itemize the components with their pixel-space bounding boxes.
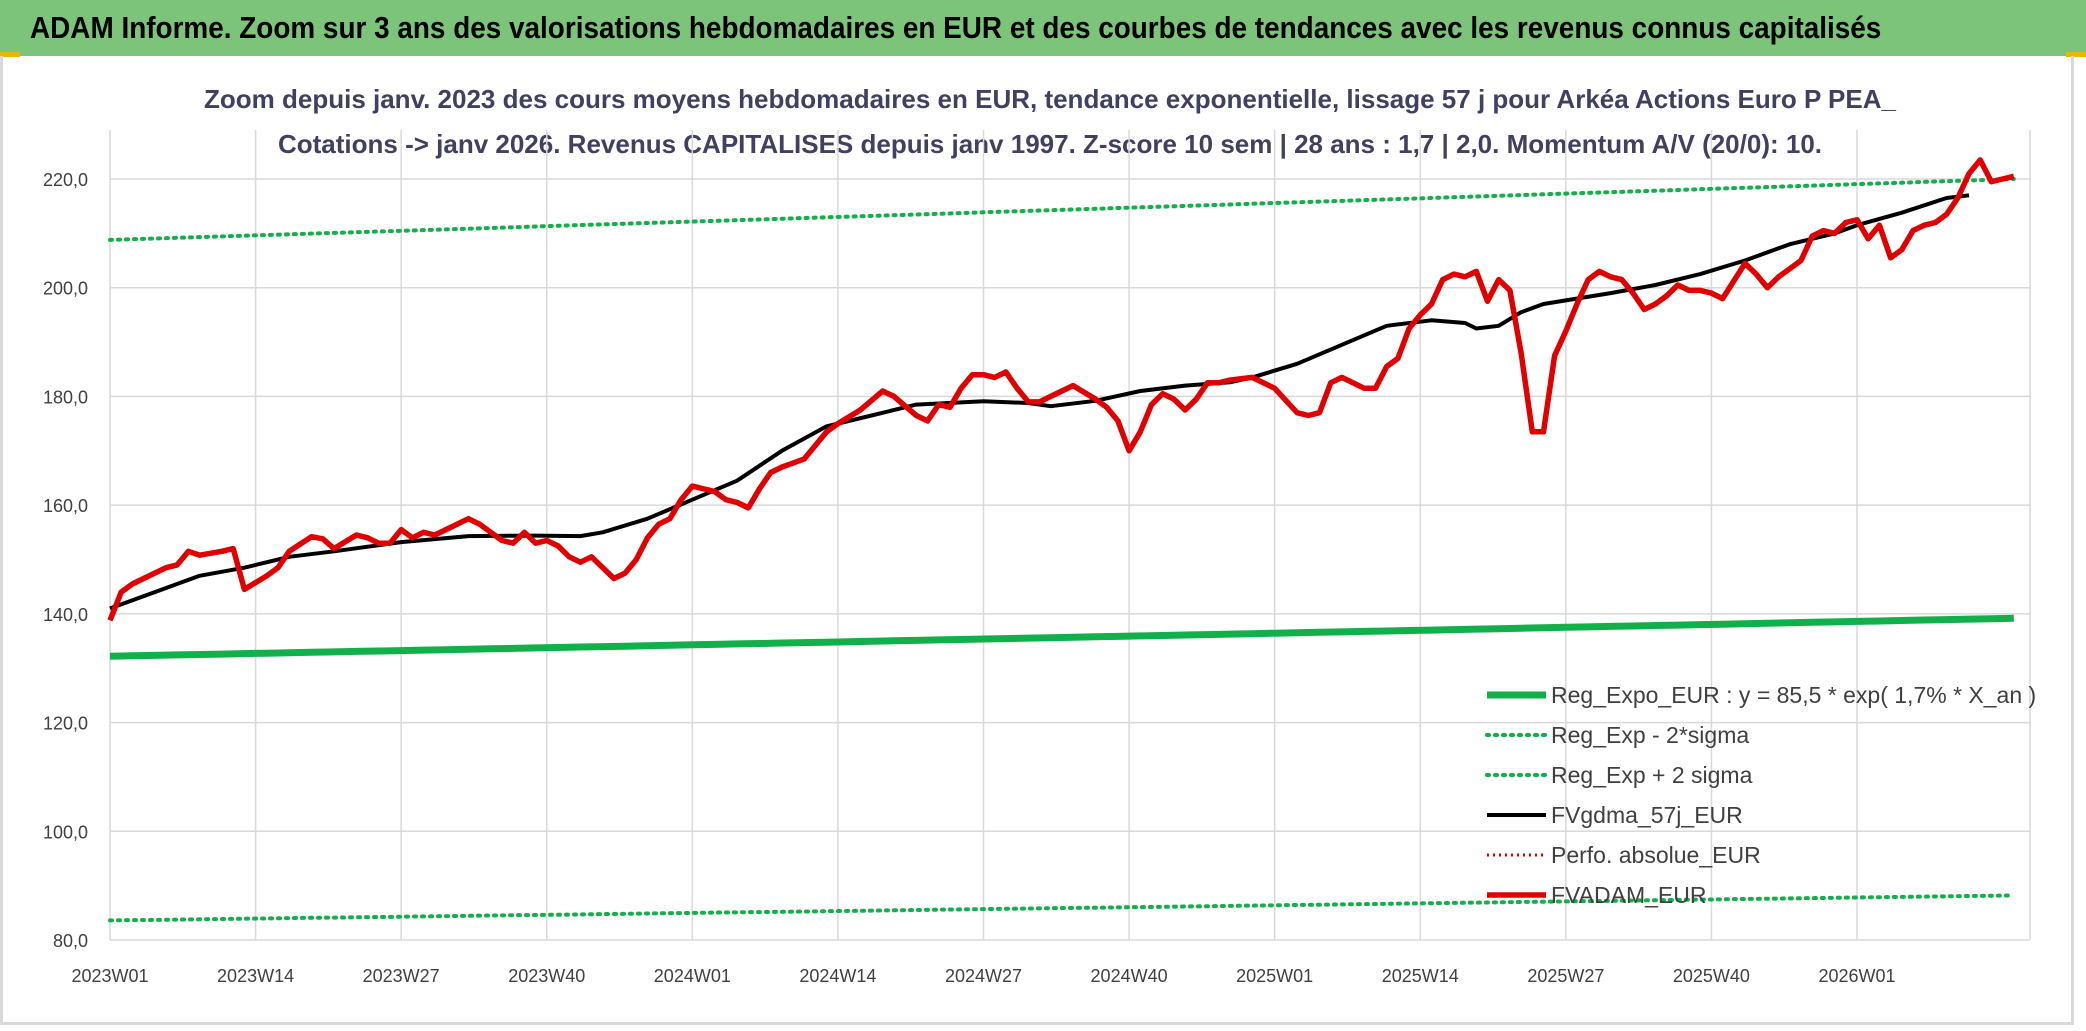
x-axis: 2023W01 2023W14 2023W27 2023W40 2024W01 2024W… [71, 966, 1895, 986]
chart-frame [0, 56, 2074, 1025]
legend-label: FVgdma_57j_EUR [1551, 802, 1743, 828]
x-tick-label: 2023W14 [217, 966, 294, 986]
x-tick-label: 2023W27 [363, 966, 440, 986]
y-tick-label: 180,0 [43, 387, 88, 407]
legend-fvgdma: FVgdma_57j_EUR [1487, 802, 1743, 828]
x-tick-label: 2024W14 [799, 966, 876, 986]
y-tick-label: 160,0 [43, 496, 88, 516]
y-tick-label: 100,0 [43, 822, 88, 842]
chart-title-line1: Zoom depuis janv. 2023 des cours moyens … [204, 84, 1897, 114]
y-tick-label: 200,0 [43, 279, 88, 299]
legend-reg-minus-2sigma: Reg_Exp - 2*sigma [1485, 722, 1749, 748]
y-axis: 80,0 100,0 120,0 140,0 160,0 180,0 200,0 220,0 [43, 170, 88, 951]
y-tick-label: 120,0 [43, 714, 88, 734]
x-tick-label: 2026W01 [1818, 966, 1895, 986]
legend-perfo-absolue: Perfo. absolue_EUR [1487, 842, 1761, 868]
y-tick-label: 80,0 [53, 931, 88, 951]
series-fvadam-line [107, 157, 2015, 622]
x-tick-label: 2023W40 [508, 966, 585, 986]
legend-reg-expo: Reg_Expo_EUR : y = 85,5 * exp( 1,7% * X_… [1487, 682, 2036, 708]
legend-label: Reg_Exp - 2*sigma [1551, 722, 1749, 748]
chart-legend: Reg_Expo_EUR : y = 85,5 * exp( 1,7% * X_… [1485, 682, 2036, 908]
x-tick-label: 2024W27 [945, 966, 1022, 986]
banner-accent-left [0, 52, 20, 57]
chart-series [107, 157, 2016, 923]
legend-fvadam: FVADAM_EUR [1487, 882, 1707, 908]
x-tick-label: 2025W14 [1382, 966, 1459, 986]
series-reg-minus-2sigma-line [108, 893, 2016, 923]
series-reg-plus-2sigma-line [108, 177, 2016, 242]
x-tick-label: 2025W27 [1527, 966, 1604, 986]
chart-grid [109, 130, 2031, 941]
x-tick-label: 2025W40 [1673, 966, 1750, 986]
banner-accent-right [2066, 52, 2086, 57]
x-tick-label: 2025W01 [1236, 966, 1313, 986]
legend-label: FVADAM_EUR [1551, 882, 1707, 908]
legend-label: Perfo. absolue_EUR [1551, 842, 1761, 868]
x-tick-label: 2024W40 [1091, 966, 1168, 986]
y-tick-label: 220,0 [43, 170, 88, 190]
legend-label: Reg_Expo_EUR : y = 85,5 * exp( 1,7% * X_… [1551, 682, 2036, 708]
x-tick-label: 2023W01 [71, 966, 148, 986]
legend-reg-plus-2sigma: Reg_Exp + 2 sigma [1485, 762, 1753, 788]
y-tick-label: 140,0 [43, 605, 88, 625]
legend-label: Reg_Exp + 2 sigma [1551, 762, 1753, 788]
chart-title-line2: Cotations -> janv 2026. Revenus CAPITALI… [278, 129, 1822, 159]
x-tick-label: 2024W01 [654, 966, 731, 986]
report-title: ADAM Informe. Zoom sur 3 ans des valoris… [30, 10, 1882, 45]
report-banner: ADAM Informe. Zoom sur 3 ans des valoris… [0, 0, 2086, 56]
series-fvgdma-line [109, 193, 1970, 611]
series-reg-expo-line [109, 614, 2014, 660]
